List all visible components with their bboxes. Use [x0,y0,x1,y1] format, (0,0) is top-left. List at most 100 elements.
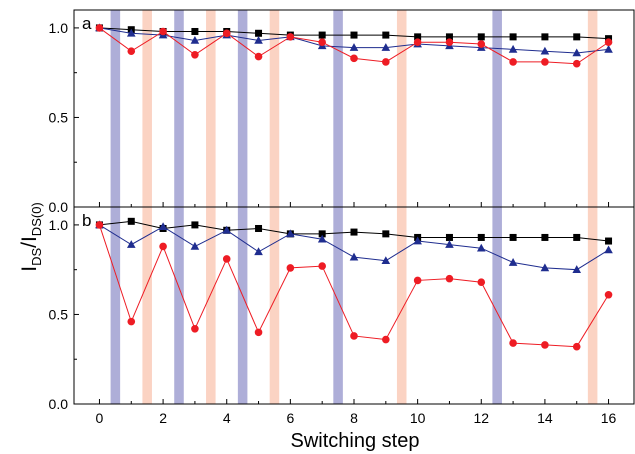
highlight-band-pink [142,10,152,207]
data-point-circle [350,54,358,63]
data-point-circle [604,38,613,47]
data-point-circle [191,324,199,333]
data-point-triangle [254,35,263,44]
y-tick-label: 0.0 [49,396,69,412]
y-tick-label: 1.0 [49,217,69,233]
data-point-circle [477,40,486,48]
data-point-square [318,31,326,39]
data-point-circle [541,341,549,349]
data-point-triangle [190,35,200,44]
y-axis-title-main: I [18,266,41,272]
data-point-circle [286,33,295,41]
data-point-circle [286,264,295,272]
data-point-circle [318,38,326,47]
highlight-band-pink [587,10,598,207]
data-point-triangle [349,252,359,261]
data-point-circle [159,242,167,251]
data-point-triangle [254,247,263,256]
data-point-triangle [317,234,327,243]
x-tick-label: 10 [410,410,426,426]
highlight-band-pink [206,207,216,404]
data-point-triangle [126,240,136,248]
x-tick-label: 2 [159,410,167,426]
data-point-circle [159,27,167,36]
highlight-band-blue [333,10,343,207]
highlight-band-blue [237,207,248,404]
data-point-square [191,27,199,35]
data-point-square [509,233,517,241]
data-point-circle [413,276,422,285]
data-point-triangle [572,265,582,273]
data-point-square [605,237,613,245]
data-point-square [191,221,199,229]
data-point-square [477,33,485,41]
data-point-square [573,33,581,41]
data-point-circle [604,290,613,299]
data-point-square [318,230,326,238]
x-tick-label: 4 [223,410,231,426]
highlight-band-blue [333,207,343,404]
y-tick-label: 0.5 [49,109,69,125]
data-point-square [255,29,263,37]
highlight-band-blue [492,10,502,207]
data-point-triangle [476,243,486,252]
data-point-circle [222,255,231,263]
highlight-band-blue [492,207,502,404]
x-tick-label: 8 [350,410,358,426]
data-point-triangle [126,28,136,37]
y-axis-title-sub2: DS(0) [29,202,44,236]
data-point-square [445,233,453,241]
data-point-circle [413,38,422,47]
data-point-circle [191,50,199,59]
highlight-band-blue [174,10,184,207]
x-tick-label: 0 [96,410,104,426]
data-point-square [541,233,549,241]
data-point-triangle [222,225,232,234]
highlight-band-blue [110,207,121,404]
svg-text:IDS/IDS(0): IDS/IDS(0) [18,202,44,272]
data-point-square [509,33,517,41]
data-point-triangle [604,245,613,254]
highlight-band-pink [269,207,280,404]
y-axis-title: IDS/IDS(0) [18,202,44,272]
y-tick-label: 0.5 [49,306,69,322]
panel-label: b [82,211,91,230]
data-point-triangle [572,48,582,57]
data-point-square [382,31,390,39]
data-point-circle [509,339,517,347]
data-point-triangle [540,263,550,272]
x-tick-label: 16 [601,410,617,426]
data-point-circle [95,221,104,229]
data-point-square [477,233,485,241]
y-tick-label: 0.0 [49,199,69,215]
highlight-band-pink [396,207,407,404]
highlight-band-pink [142,207,152,404]
data-point-triangle [508,258,518,266]
data-point-square [350,228,358,236]
highlight-band-pink [206,10,216,207]
x-tick-label: 12 [473,410,489,426]
x-tick-label: 14 [537,410,553,426]
data-point-triangle [381,43,391,51]
data-point-circle [541,58,549,66]
data-point-circle [382,335,390,344]
data-point-triangle [413,236,422,245]
highlight-band-blue [237,10,248,207]
data-point-circle [382,58,390,66]
x-axis-title: Switching step [291,430,420,452]
data-point-circle [572,342,581,351]
y-tick-label: 1.0 [49,20,69,36]
data-point-circle [254,328,263,337]
data-point-triangle [190,241,200,250]
data-point-triangle [604,44,613,53]
data-point-circle [127,47,136,55]
data-point-circle [445,274,454,283]
data-point-square [573,233,581,241]
x-tick-label: 6 [286,410,294,426]
data-point-circle [222,29,231,38]
data-point-triangle [349,43,359,51]
data-point-square [414,33,422,41]
data-point-triangle [445,240,454,248]
panel-label: a [82,14,92,33]
highlight-band-pink [396,10,407,207]
